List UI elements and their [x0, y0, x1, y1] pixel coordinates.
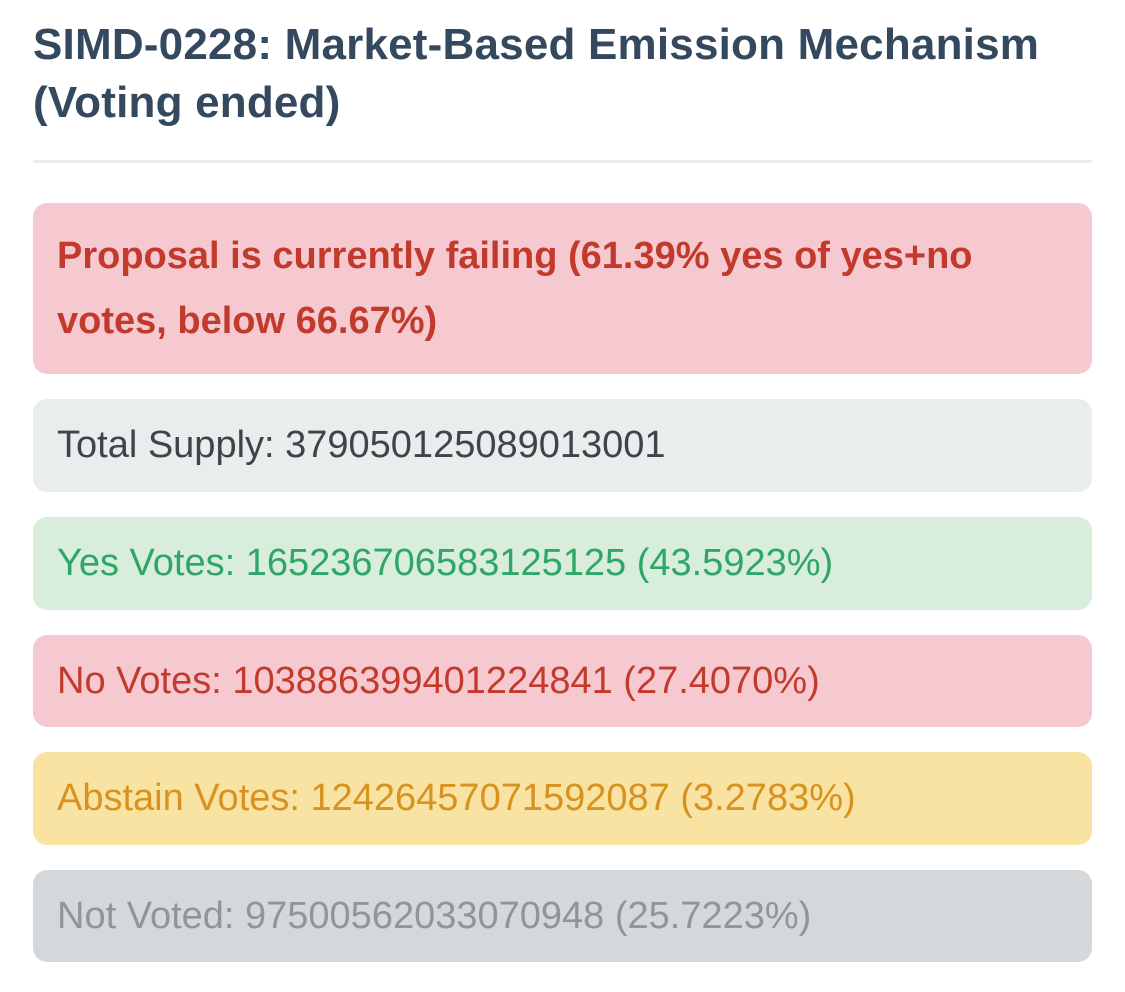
not-voted-row: Not Voted: 97500562033070948 (25.7223%) [33, 869, 1092, 963]
title-divider [33, 160, 1092, 164]
proposal-status-alert: Proposal is currently failing (61.39% ye… [33, 203, 1092, 375]
yes-votes-row: Yes Votes: 165236706583125125 (43.5923%) [33, 516, 1092, 610]
total-supply-row: Total Supply: 379050125089013001 [33, 399, 1092, 492]
page-title: SIMD-0228: Market-Based Emission Mechani… [33, 20, 1040, 128]
no-votes-row: No Votes: 103886399401224841 (27.4070%) [33, 634, 1092, 728]
abstain-votes-row: Abstain Votes: 12426457071592087 (3.2783… [33, 752, 1092, 845]
